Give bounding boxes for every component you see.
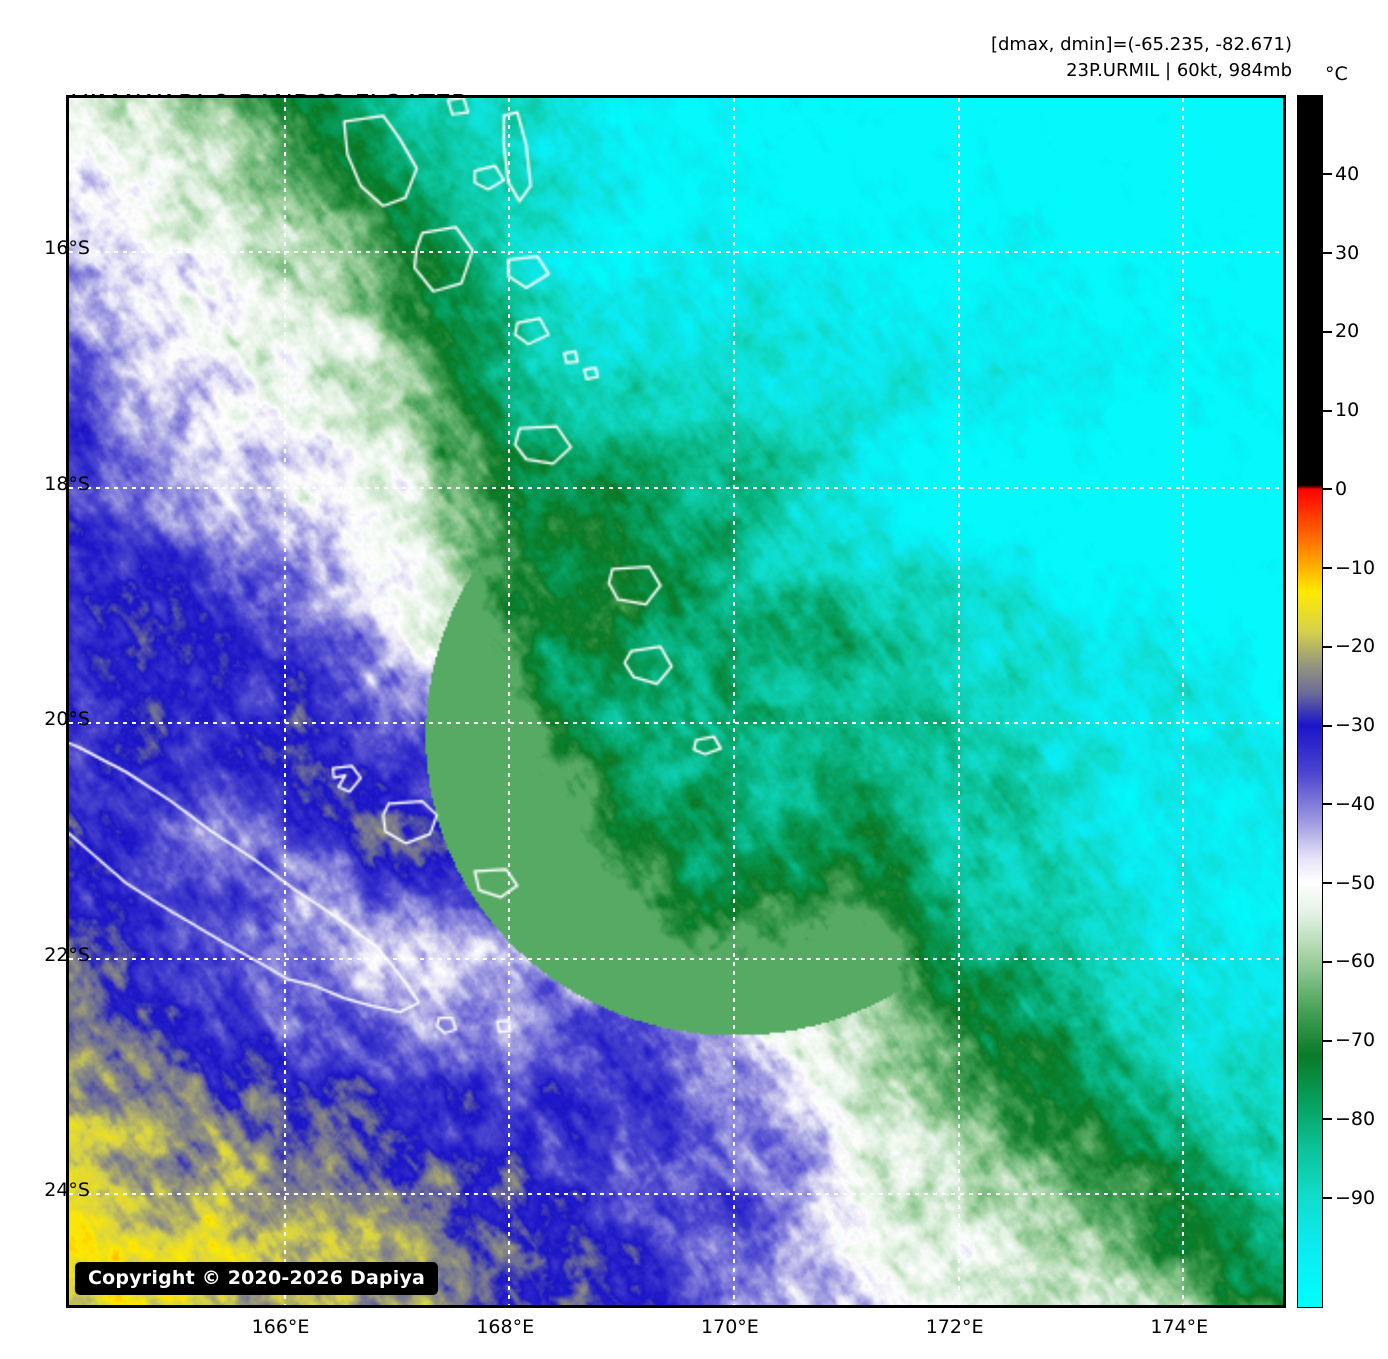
colorbar-tick--30: −30 [1323,714,1383,736]
dmax-dmin-label: [dmax, dmin]=(-65.235, -82.671) [990,34,1292,55]
header-annotations: [dmax, dmin]=(-65.235, -82.671) 23P.URMI… [991,32,1292,84]
colorbar-tick-20: 20 [1323,320,1383,342]
lon-tick-label: 174°E [1150,1316,1209,1338]
colorbar-tick-40: 40 [1323,163,1383,185]
lon-tick-label: 166°E [251,1316,310,1338]
colorbar-tick--80: −80 [1323,1108,1383,1130]
colorbar-tick-0: 0 [1323,478,1383,500]
colorbar-tick--50: −50 [1323,872,1383,894]
colorbar-tick-10: 10 [1323,399,1383,421]
lon-tick-label: 172°E [925,1316,984,1338]
colorbar-tick--40: −40 [1323,793,1383,815]
lat-tick-label: 22°S [44,943,90,966]
satellite-image-plot[interactable]: Copyright © 2020-2026 Dapiya [66,95,1286,1308]
copyright-watermark: Copyright © 2020-2026 Dapiya [75,1262,439,1295]
lat-tick-label: 18°S [44,472,90,495]
lon-tick-label: 170°E [701,1316,759,1338]
lon-tick-label: 168°E [476,1316,535,1338]
colorbar-tick--20: −20 [1323,635,1383,657]
lat-tick-label: 16°S [44,237,90,260]
lat-tick-label: 24°S [44,1179,90,1202]
colorbar-gradient [1297,95,1323,1308]
temperature-colorbar[interactable] [1297,95,1323,1308]
colorbar-tick--90: −90 [1323,1187,1383,1209]
colorbar-tick--10: −10 [1323,557,1383,579]
colorbar-tick--70: −70 [1323,1029,1383,1051]
colorbar-tick-30: 30 [1323,242,1383,264]
colorbar-unit-label: °C [1325,63,1348,85]
colorbar-tick--60: −60 [1323,950,1383,972]
storm-info-label: 23P.URMIL | 60kt, 984mb [1066,60,1292,81]
lat-tick-label: 20°S [44,708,90,731]
satellite-imagery-canvas [69,98,1283,1305]
